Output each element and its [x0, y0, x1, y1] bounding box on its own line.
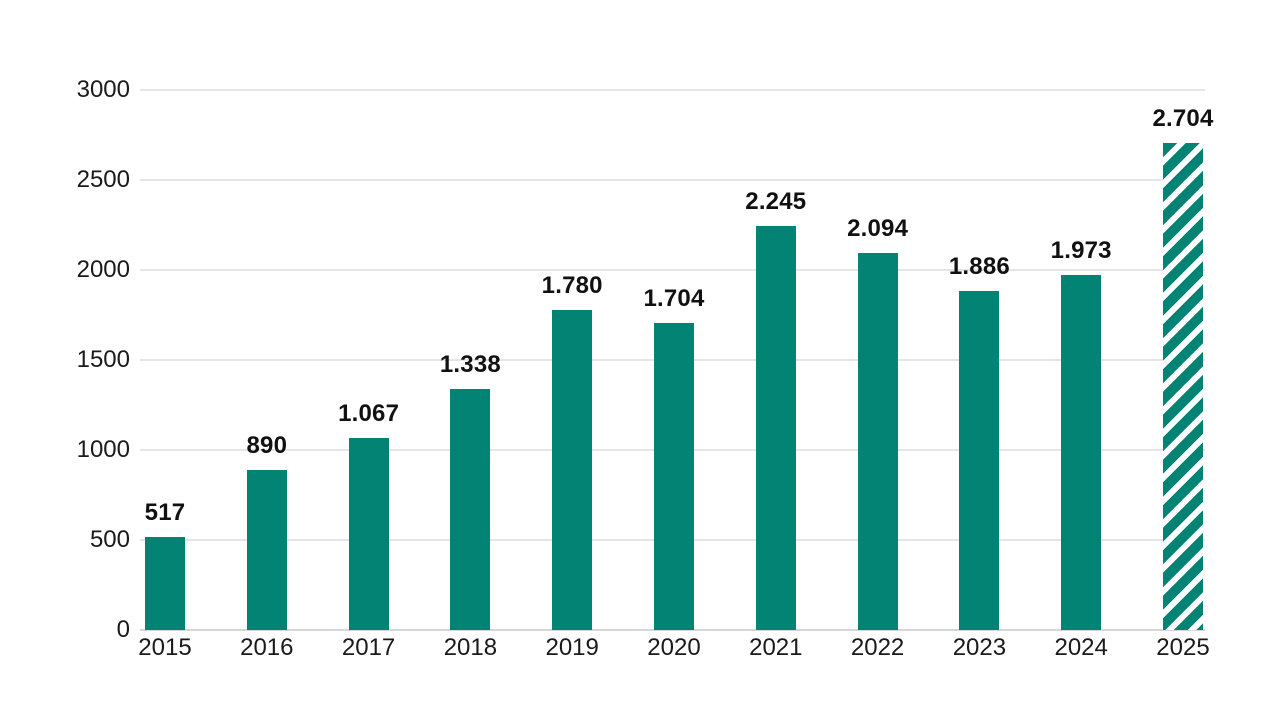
gridline	[140, 89, 1205, 91]
x-axis-baseline	[140, 629, 1205, 631]
bar-2021	[755, 225, 796, 630]
gridline	[140, 269, 1205, 271]
x-tick-label-2017: 2017	[341, 634, 396, 661]
y-tick-label: 2000	[76, 256, 130, 283]
x-tick-label-2016: 2016	[240, 634, 294, 661]
x-tick-label-2025: 2025	[1156, 634, 1210, 661]
y-tick-label: 1500	[76, 346, 130, 373]
x-tick-label-2020: 2020	[647, 634, 701, 661]
plot-area: 517 890 1.067 1.338 1.780 1.704 2.245 2.094 1.88…	[140, 89, 1213, 631]
bar-2020	[654, 323, 694, 630]
value-label-2019: 1.780	[541, 271, 603, 299]
value-label-2016: 890	[246, 431, 288, 459]
bar-hatched-2025	[1163, 143, 1203, 630]
bar-2023	[959, 290, 1000, 630]
x-tick-label-2023: 2023	[952, 634, 1007, 661]
value-label-2025: 2.704	[1152, 105, 1214, 133]
y-tick-label: 1000	[76, 436, 130, 463]
bar-2017	[348, 437, 389, 630]
bar-2016	[246, 469, 287, 630]
y-tick-label: 500	[89, 526, 130, 553]
gridline	[140, 179, 1205, 181]
value-label-2022: 2.094	[847, 215, 909, 243]
x-tick-label-2021: 2021	[749, 634, 803, 661]
value-label-2018: 1.338	[439, 351, 501, 379]
bar-2024	[1061, 274, 1102, 630]
bar-2018	[450, 389, 491, 630]
bar-2019	[552, 309, 593, 630]
value-label-2017: 1.067	[338, 399, 400, 427]
bar-2015	[145, 536, 185, 630]
y-tick-label: 3000	[76, 76, 130, 103]
x-tick-label-2018: 2018	[443, 634, 498, 661]
value-label-2020: 1.704	[643, 285, 705, 313]
x-tick-label-2024: 2024	[1054, 634, 1108, 661]
value-label-2021: 2.245	[745, 187, 807, 215]
value-label-2023: 1.886	[948, 252, 1010, 280]
x-tick-label-2019: 2019	[545, 634, 599, 661]
bar-2022	[857, 253, 898, 630]
value-label-2015: 517	[144, 498, 186, 526]
x-tick-label-2015: 2015	[138, 634, 192, 661]
value-label-2024: 1.973	[1050, 236, 1112, 264]
x-tick-label-2022: 2022	[850, 634, 905, 661]
y-tick-label: 0	[116, 616, 130, 643]
y-tick-label: 2500	[76, 166, 130, 193]
